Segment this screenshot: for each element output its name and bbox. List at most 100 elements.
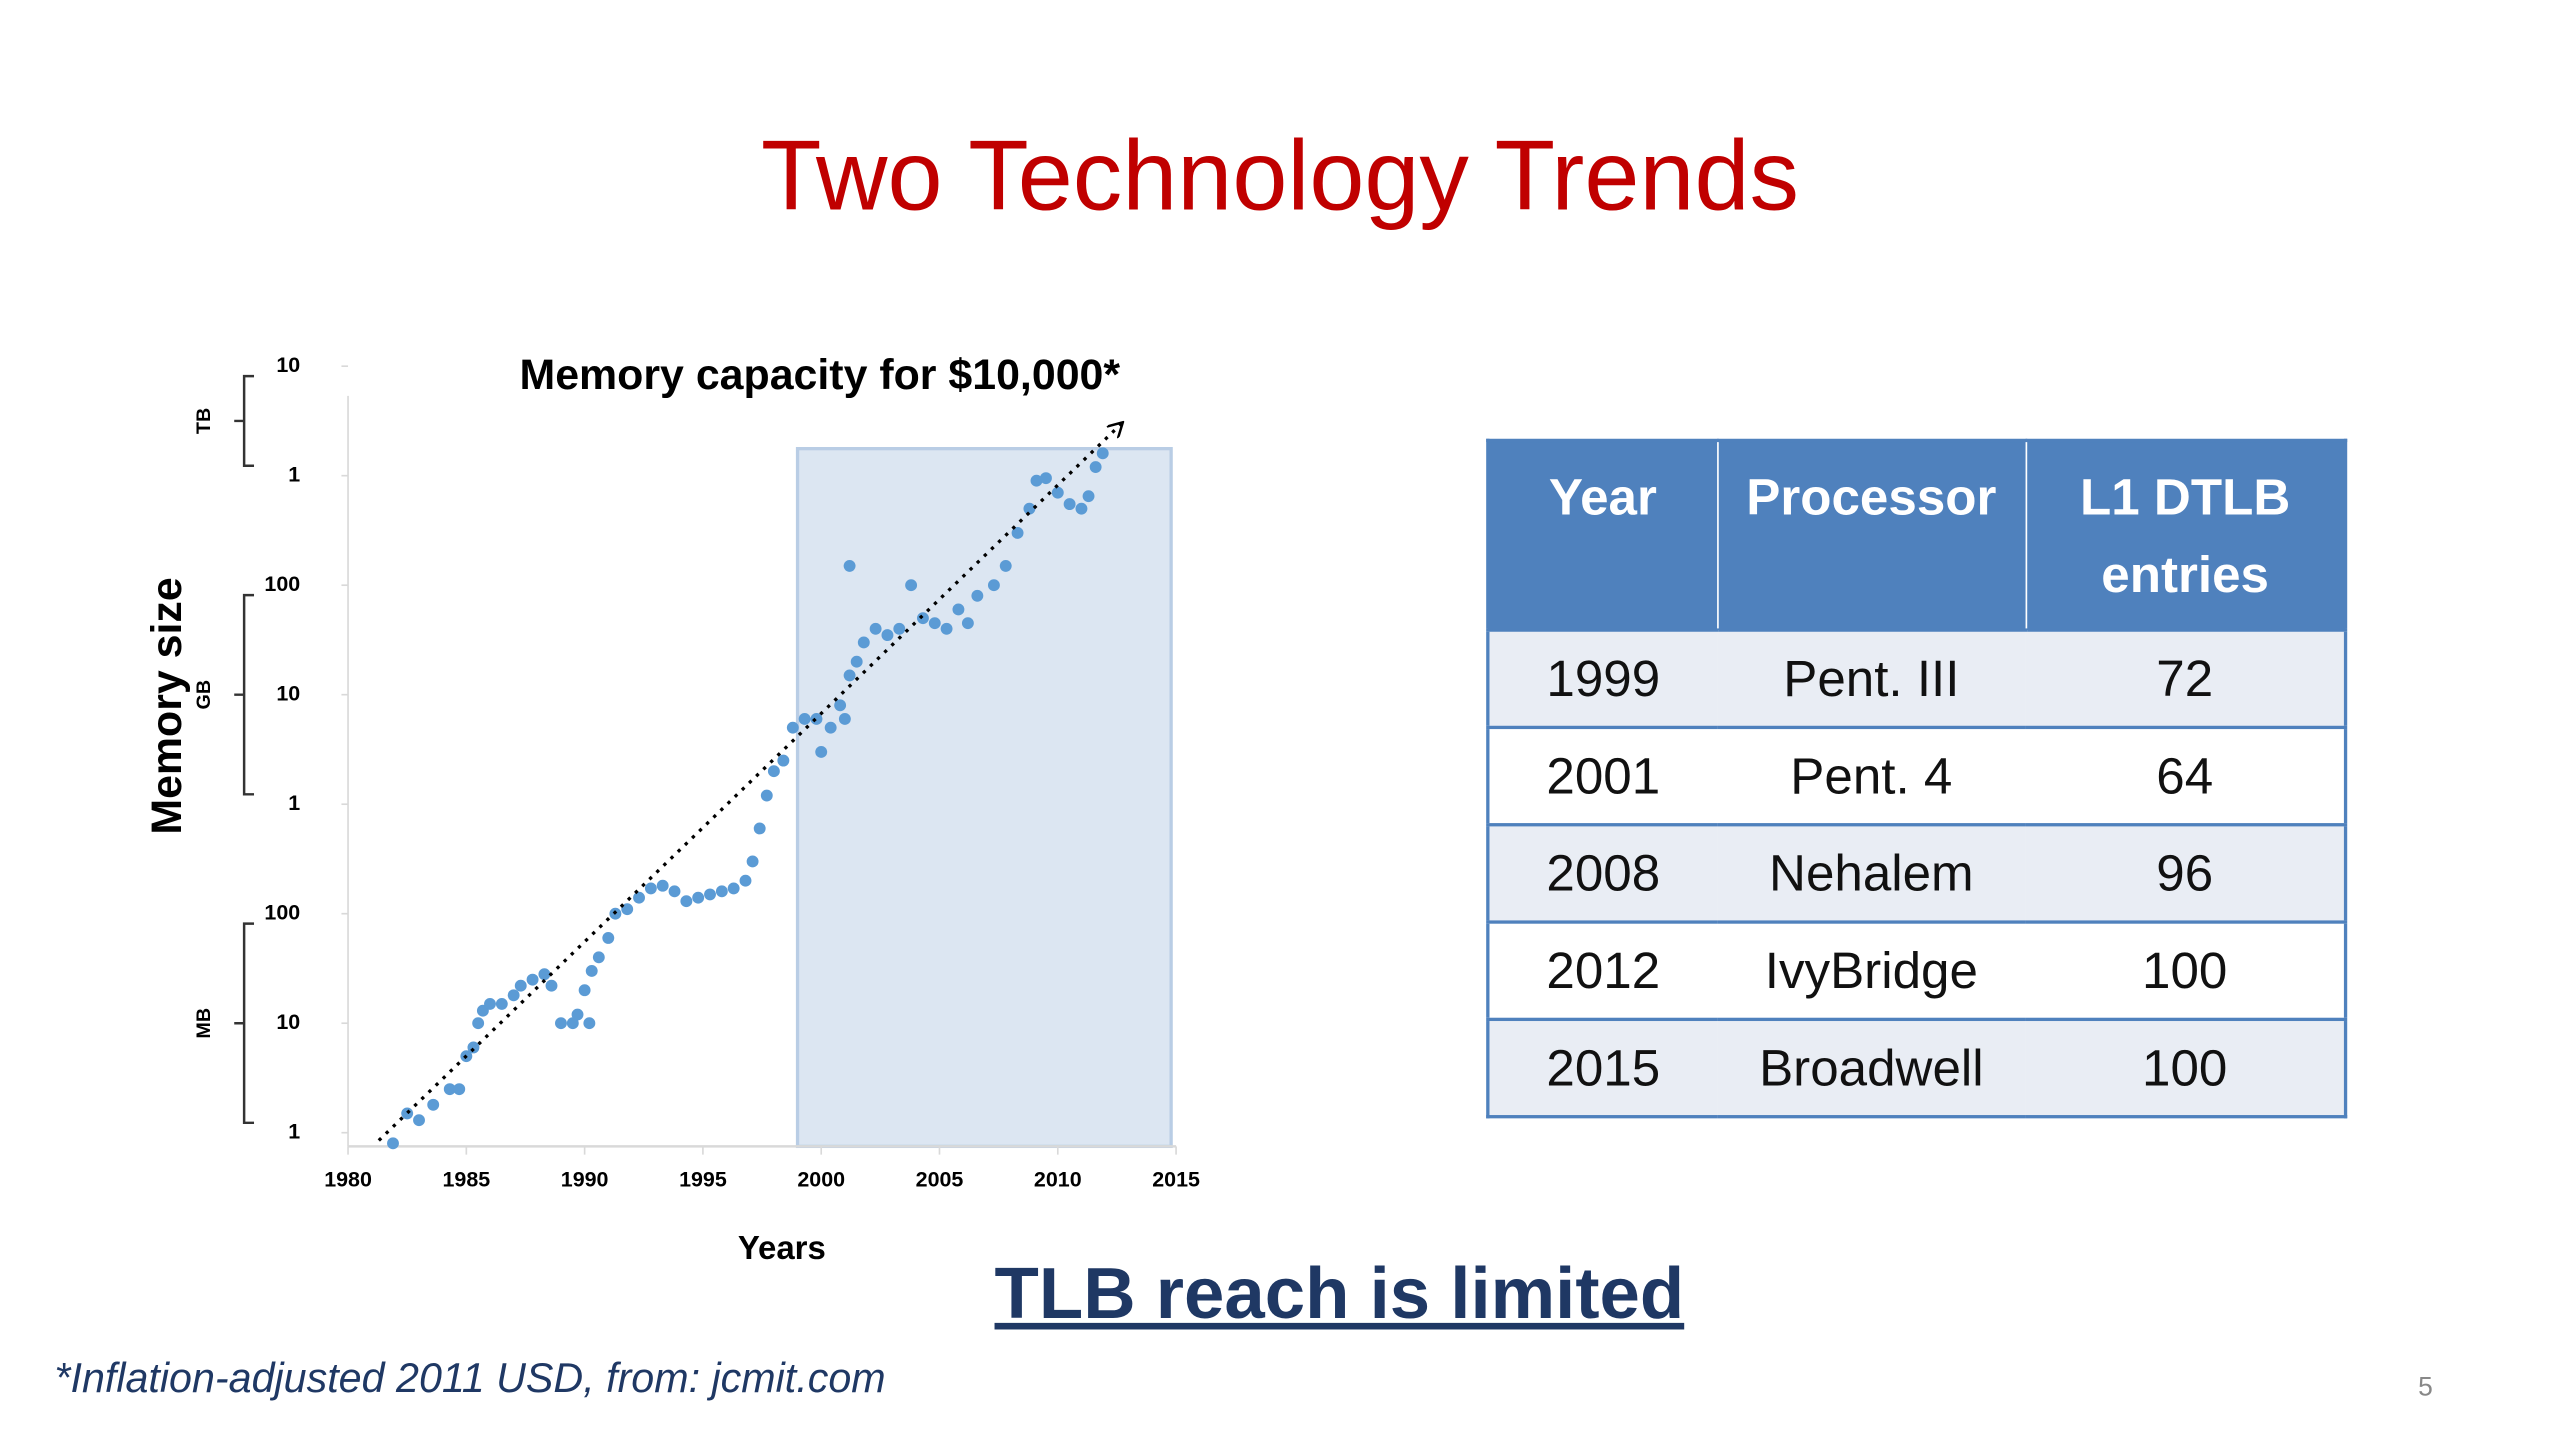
x-tick-label: 1985	[442, 1168, 490, 1192]
data-point	[680, 895, 693, 908]
data-point	[971, 589, 984, 602]
y-tick-label: 10	[276, 1010, 300, 1034]
data-point	[815, 746, 828, 758]
data-point	[1096, 447, 1109, 460]
x-tick-label: 1980	[324, 1168, 372, 1192]
tlb-table: Year Processor L1 DTLB entries 1999 Pent. I…	[1486, 438, 2348, 1119]
slide-title: Two Technology Trends	[761, 120, 1799, 231]
table-cell: 2012	[1487, 920, 1718, 1020]
data-point	[578, 984, 591, 997]
y-tick-label: 10	[276, 353, 300, 377]
conclusion: TLB reach is limited	[994, 1253, 1685, 1335]
table-cell: 2008	[1487, 823, 1718, 923]
data-point	[893, 622, 906, 635]
table-cell: 2015	[1487, 1017, 1718, 1117]
data-point	[1075, 502, 1088, 515]
header-row: Year Processor L1 DTLB entries	[1487, 440, 2346, 631]
y-tick-label: 100	[264, 572, 300, 596]
data-point	[1030, 474, 1043, 487]
data-point	[401, 1107, 414, 1120]
data-point	[1040, 472, 1052, 485]
table-row: 2015 Broadwell 100	[1487, 1017, 2346, 1117]
data-point	[1051, 486, 1064, 499]
table-cell: Pent. 4	[1717, 725, 2026, 825]
x-tick-label: 1990	[561, 1168, 609, 1192]
data-point	[526, 973, 539, 986]
data-point	[961, 617, 974, 630]
table-cell: 1999	[1487, 628, 1718, 728]
data-point	[602, 932, 615, 944]
data-point	[443, 1083, 456, 1096]
data-point	[495, 997, 508, 1010]
page-number: 5	[2418, 1374, 2433, 1403]
data-point	[857, 636, 870, 649]
header-cell: Year	[1487, 440, 1718, 631]
data-point	[472, 1017, 485, 1030]
x-tick-label: 2015	[1152, 1168, 1200, 1192]
data-point	[760, 789, 773, 802]
x-axis-label: Years	[738, 1229, 826, 1266]
table-cell: 64	[2025, 725, 2346, 825]
table-cell: 72	[2025, 628, 2346, 728]
data-point	[484, 997, 496, 1010]
y-tick-label: 1	[288, 462, 300, 486]
table-cell: IvyBridge	[1717, 920, 2026, 1020]
data-point	[1089, 461, 1102, 473]
table-cell: 2001	[1487, 725, 1718, 825]
header-cell: Processor	[1716, 440, 2026, 631]
data-point	[585, 965, 598, 977]
y-tick-label: 1	[288, 1119, 300, 1143]
data-point	[834, 699, 847, 712]
unit-bracket	[234, 922, 255, 1125]
table-row: 2008 Nehalem 96	[1487, 823, 2346, 923]
x-tick-label: 1995	[679, 1168, 727, 1192]
data-point	[940, 622, 953, 635]
table-cell: 100	[2025, 920, 2346, 1020]
data-point	[843, 669, 856, 682]
data-point	[798, 713, 811, 725]
data-point	[727, 882, 740, 895]
y-tick-label: 1	[288, 791, 300, 815]
highlight-region	[795, 447, 1173, 1149]
data-point	[467, 1041, 480, 1054]
data-point	[850, 655, 863, 668]
data-point	[427, 1098, 440, 1111]
data-point	[928, 617, 941, 630]
unit-bracket	[234, 374, 255, 468]
unit-label: MB	[193, 1008, 215, 1039]
data-point	[1023, 502, 1036, 515]
data-point	[767, 765, 780, 778]
table-cell: Pent. III	[1717, 628, 2026, 728]
data-point	[704, 888, 716, 901]
data-point	[1063, 498, 1076, 511]
unit-bracket	[234, 593, 255, 796]
footnote: *Inflation-adjusted 2011 USD, from: jcmi…	[54, 1355, 886, 1403]
table-row: 2001 Pent. 4 64	[1487, 725, 2346, 825]
trend-line	[377, 423, 1122, 1142]
data-point	[387, 1137, 399, 1150]
y-tick-label: 100	[264, 900, 300, 924]
table-cell: 100	[2025, 1017, 2346, 1117]
data-point	[656, 879, 669, 892]
header-cell: L1 DTLB entries	[2024, 440, 2346, 631]
data-point	[810, 713, 823, 725]
data-point	[999, 559, 1012, 572]
data-point	[566, 1017, 579, 1030]
table-row: 1999 Pent. III 72	[1487, 628, 2346, 728]
data-point	[843, 559, 856, 572]
data-point	[746, 855, 759, 868]
data-point	[413, 1114, 425, 1127]
unit-label: GB	[193, 680, 215, 710]
table-cell: Broadwell	[1717, 1017, 2026, 1117]
data-point	[692, 891, 705, 904]
data-point	[583, 1017, 596, 1030]
data-point	[514, 979, 527, 992]
chart-title: Memory capacity for $10,000*	[520, 351, 1121, 399]
data-point	[753, 822, 766, 835]
table-cell: 96	[2025, 823, 2346, 923]
data-point	[644, 882, 657, 895]
data-point	[952, 603, 965, 616]
